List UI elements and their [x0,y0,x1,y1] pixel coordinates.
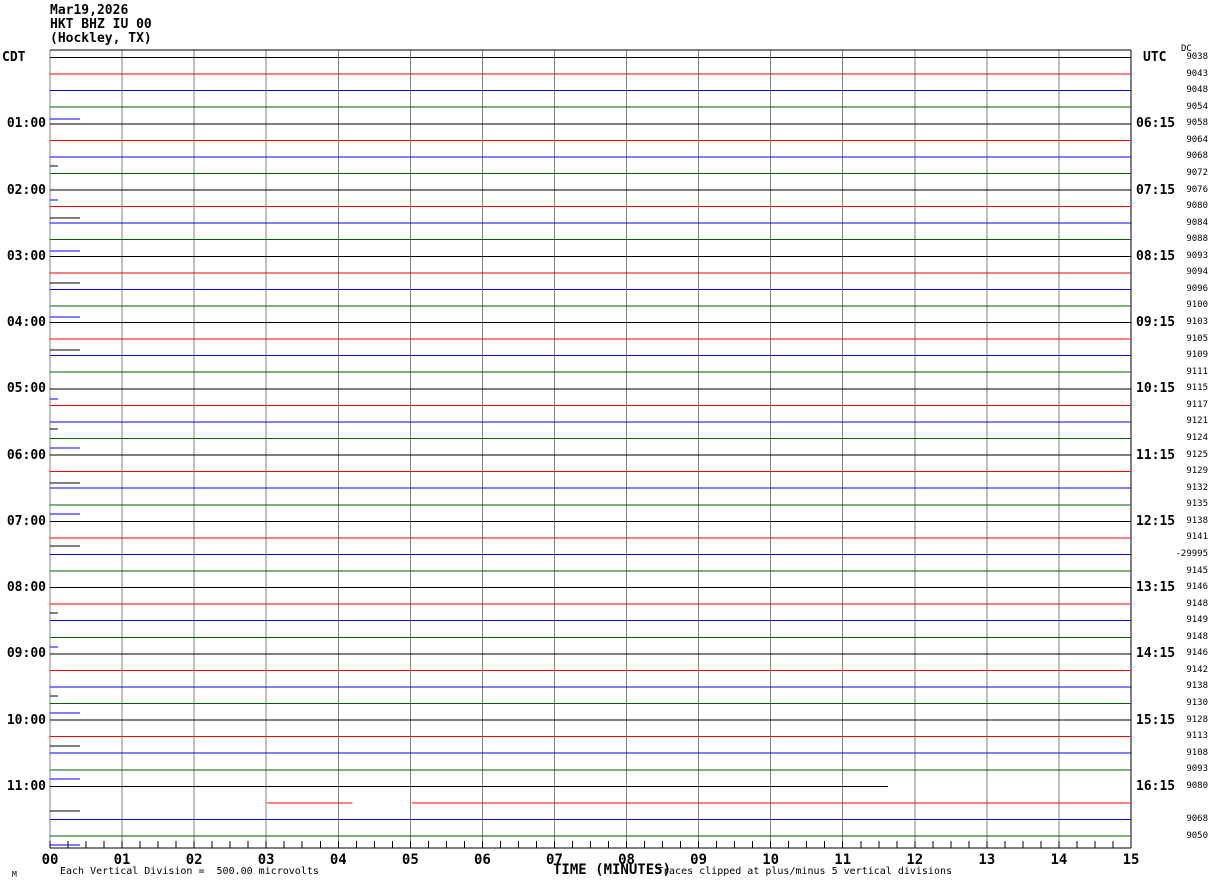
cdt-time-label: 11:00 [6,778,46,794]
dc-value: 9145 [1186,565,1208,576]
dc-value: 9100 [1186,300,1208,311]
dc-value: 9130 [1186,698,1208,709]
dc-value: 9072 [1186,167,1208,178]
x-tick-label: 02 [185,852,203,868]
dc-value: 9117 [1186,399,1208,410]
dc-value: 9141 [1186,532,1208,543]
utc-time-label: 10:15 [1136,381,1176,397]
dc-value: 9111 [1186,366,1208,377]
x-tick-label: 10 [762,852,780,868]
x-tick-label: 13 [978,852,996,868]
x-tick-label: 11 [834,852,852,868]
dc-value: 9043 [1186,68,1208,79]
x-tick-label: 04 [329,852,347,868]
dc-value: 9080 [1186,201,1208,212]
dc-value: 9109 [1186,350,1208,361]
utc-time-label: 16:15 [1136,778,1176,794]
dc-value: 9068 [1186,813,1208,824]
dc-value: 9146 [1186,582,1208,593]
dc-value: 9076 [1186,184,1208,195]
right-timezone-label: UTC [1143,50,1167,65]
corner-mark: M [12,870,17,879]
x-tick-label: 05 [401,852,419,868]
station-code: HKT BHZ IU 00 [50,17,152,32]
clipping-note: Traces clipped at plus/minus 5 vertical … [657,866,953,877]
cdt-time-label: 06:00 [6,447,46,463]
dc-value: 9054 [1186,101,1208,112]
dc-value: 9048 [1186,85,1208,96]
dc-value: 9064 [1186,134,1208,145]
x-tick-label: 06 [473,852,491,868]
dc-value: 9135 [1186,499,1208,510]
utc-time-label: 06:15 [1136,116,1176,132]
utc-time-label: 07:15 [1136,182,1176,198]
dc-value: -29995 [1175,548,1208,559]
cdt-time-label: 09:00 [6,646,46,662]
dc-value: 9113 [1186,731,1208,742]
dc-value: 9115 [1186,383,1208,394]
vertical-division-note: Each Vertical Division = 500.00 microvol… [60,866,319,877]
cdt-time-label: 04:00 [6,315,46,331]
x-tick-label: 01 [113,852,131,868]
x-tick-label: 15 [1122,852,1140,868]
dc-value: 9146 [1186,648,1208,659]
dc-value: 9088 [1186,234,1208,245]
cdt-time-label: 05:00 [6,381,46,397]
dc-value: 9128 [1186,714,1208,725]
cdt-time-label: 03:00 [6,248,46,264]
cdt-time-label: 01:00 [6,116,46,132]
dc-value: 9132 [1186,482,1208,493]
x-tick-label: 14 [1050,852,1068,868]
dc-value: 9142 [1186,664,1208,675]
x-tick-label: 12 [906,852,924,868]
dc-value: 9058 [1186,118,1208,129]
dc-value: 9121 [1186,416,1208,427]
dc-value: 9138 [1186,515,1208,526]
dc-value: 9124 [1186,432,1208,443]
dc-value: 9094 [1186,267,1208,278]
dc-value: 9093 [1186,764,1208,775]
x-tick-label: 07 [546,852,563,868]
left-timezone-label: CDT [2,50,26,65]
dc-value: 9093 [1186,250,1208,261]
cdt-time-label: 08:00 [6,580,46,596]
station-location: (Hockley, TX) [50,31,152,46]
dc-value: 9096 [1186,283,1208,294]
dc-value: 9103 [1186,317,1208,328]
utc-time-label: 15:15 [1136,712,1176,728]
utc-time-label: 12:15 [1136,513,1176,529]
utc-time-label: 09:15 [1136,315,1176,331]
cdt-time-label: 10:00 [6,712,46,728]
dc-value: 9038 [1186,52,1208,62]
utc-time-label: 11:15 [1136,447,1176,463]
dc-value: 9138 [1186,681,1208,692]
dc-column-header: DC [1181,44,1192,54]
plot-date: Mar19,2026 [50,3,129,18]
dc-value: 9105 [1186,333,1208,344]
dc-value: 9129 [1186,466,1208,477]
dc-value: 9108 [1186,747,1208,758]
dc-value: 9125 [1186,449,1208,460]
x-tick-label: 00 [41,852,59,868]
dc-value: 9148 [1186,598,1208,609]
x-tick-label: 09 [690,852,708,868]
dc-value: 9148 [1186,631,1208,642]
x-tick-label: 03 [257,852,275,868]
cdt-time-label: 02:00 [6,182,46,198]
dc-value: 9050 [1186,830,1208,841]
dc-value: 9068 [1186,151,1208,162]
utc-time-label: 08:15 [1136,248,1176,264]
x-tick-label: 08 [618,852,635,868]
utc-time-label: 14:15 [1136,646,1176,662]
x-axis-title: TIME (MINUTES) [553,862,672,878]
cdt-time-label: 07:00 [6,513,46,529]
dc-value: 9149 [1186,615,1208,626]
utc-time-label: 13:15 [1136,580,1176,596]
dc-value: 9080 [1186,780,1208,791]
dc-value: 9084 [1186,217,1208,228]
